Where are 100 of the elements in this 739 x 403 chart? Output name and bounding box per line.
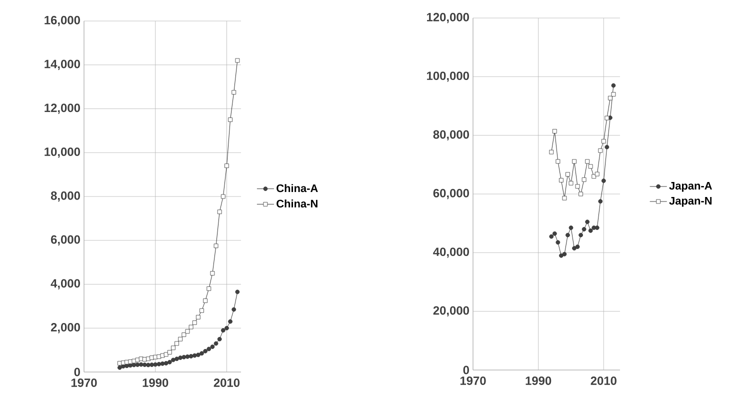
point	[217, 210, 222, 214]
point	[604, 116, 610, 120]
point	[575, 184, 580, 189]
point	[568, 226, 574, 230]
y-tick-label: 2,000	[50, 323, 80, 334]
legend-label: China-N	[276, 199, 318, 208]
y-tick-label: 80,000	[433, 130, 469, 140]
point	[235, 58, 240, 63]
point	[566, 172, 570, 177]
point	[611, 92, 616, 96]
point	[192, 320, 197, 325]
point	[559, 253, 564, 258]
x-tick-label: 1990	[526, 376, 552, 385]
point	[594, 226, 600, 230]
y-tick-label: 120,000	[427, 12, 469, 24]
point	[185, 354, 190, 359]
point	[185, 329, 190, 334]
point	[200, 351, 204, 356]
point	[160, 361, 165, 366]
point	[160, 353, 165, 358]
point	[164, 352, 168, 357]
point	[232, 90, 236, 94]
point	[568, 180, 574, 186]
point	[559, 178, 564, 182]
point	[210, 271, 215, 276]
point	[203, 298, 208, 303]
point	[214, 341, 218, 346]
point	[203, 348, 208, 354]
point	[582, 177, 586, 182]
point	[594, 172, 600, 176]
y-tick-label: 0	[463, 366, 469, 374]
x-tick-label: 2010	[214, 378, 240, 387]
x-tick-label: 2010	[590, 376, 616, 385]
point	[556, 240, 560, 245]
point	[572, 246, 576, 250]
point	[588, 228, 593, 233]
point	[210, 344, 215, 349]
point	[228, 319, 232, 324]
point	[146, 362, 150, 368]
point	[572, 159, 576, 164]
y-tick-label: 12,000	[44, 104, 80, 114]
point	[582, 227, 586, 232]
point	[220, 328, 226, 333]
point	[549, 234, 554, 239]
point	[598, 148, 603, 153]
legend-label: Japan-A	[669, 182, 712, 192]
point	[135, 362, 140, 367]
point	[562, 196, 567, 200]
point	[601, 178, 606, 183]
point	[196, 352, 200, 358]
y-tick-label: 14,000	[44, 60, 80, 70]
x-tick-label: 1990	[142, 378, 168, 387]
point	[224, 164, 229, 168]
x-tick-label: 1970	[460, 376, 486, 385]
point	[174, 356, 179, 362]
point	[556, 159, 560, 164]
point	[552, 129, 557, 134]
point	[562, 252, 567, 256]
point	[174, 341, 179, 346]
point	[150, 362, 154, 367]
point	[588, 164, 593, 169]
point	[167, 350, 172, 354]
point	[153, 362, 158, 367]
point	[206, 286, 212, 291]
point	[608, 96, 612, 100]
point	[200, 308, 204, 313]
legend-label: Japan-N	[669, 196, 712, 207]
y-tick-label: 8,000	[50, 191, 80, 202]
point	[188, 354, 194, 358]
point	[196, 314, 200, 320]
y-tick-label: 20,000	[433, 306, 469, 316]
point	[178, 336, 183, 342]
point	[224, 326, 229, 330]
point	[604, 144, 610, 150]
point	[167, 360, 172, 364]
point	[164, 361, 168, 366]
y-tick-label: 10,000	[44, 148, 80, 158]
point	[188, 324, 194, 330]
point	[220, 194, 226, 199]
y-tick-label: 100,000	[427, 72, 469, 82]
point	[578, 192, 583, 196]
point	[592, 174, 596, 179]
point	[192, 353, 197, 358]
point	[598, 199, 603, 204]
point	[132, 358, 136, 364]
point	[117, 365, 122, 370]
y-tick-label: 4,000	[50, 279, 80, 290]
point	[575, 244, 580, 249]
point	[549, 150, 554, 154]
point	[585, 159, 590, 164]
point	[235, 290, 240, 294]
point	[182, 332, 186, 337]
y-tick-label: 40,000	[433, 248, 469, 258]
point	[217, 336, 222, 342]
point	[156, 362, 162, 366]
point	[228, 118, 232, 122]
legend-label: China-A	[276, 184, 318, 192]
point	[585, 220, 590, 224]
point	[578, 232, 583, 238]
y-tick-label: 60,000	[433, 188, 469, 200]
